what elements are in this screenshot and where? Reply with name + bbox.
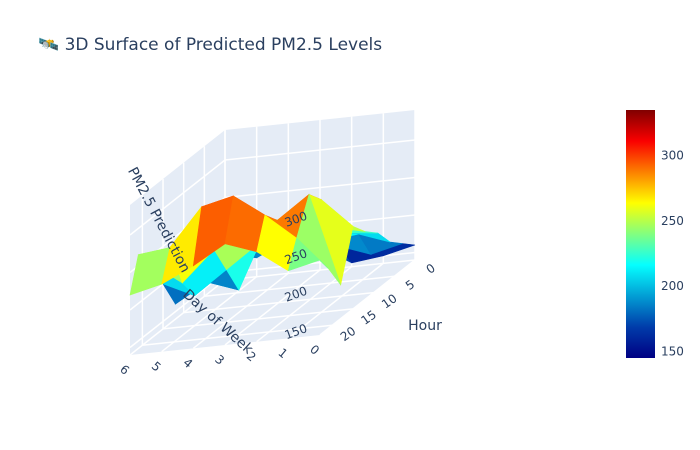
grid-day xyxy=(319,259,416,336)
grid-day xyxy=(161,276,258,353)
grid-day xyxy=(256,266,353,343)
hour-tick-label: 5 xyxy=(403,277,417,293)
grid-z-b xyxy=(129,271,226,349)
colorbar-gradient xyxy=(626,110,655,358)
day-tick-label: 4 xyxy=(180,355,195,371)
colorbar-tick-label: 300 xyxy=(661,149,684,163)
grid-day xyxy=(192,272,289,349)
grid-day xyxy=(224,269,321,346)
colorbar: 150 200 250 300 xyxy=(626,110,684,358)
grid-z-a xyxy=(224,176,416,199)
day-tick-label: 1 xyxy=(275,345,290,361)
grid-z-b xyxy=(129,159,226,236)
hour-axis-title: Hour xyxy=(408,318,442,334)
hour-tick-label: 0 xyxy=(424,261,438,277)
grid-z-a xyxy=(224,139,416,161)
day-tick-label: 5 xyxy=(149,359,164,375)
surface-patch xyxy=(287,237,329,272)
day-tick-label: 0 xyxy=(307,342,322,358)
surface xyxy=(129,193,416,305)
grid-day xyxy=(287,262,384,339)
hour-tick-label: 15 xyxy=(358,308,379,328)
colorbar-tick-label: 250 xyxy=(661,214,684,228)
hour-tick-label: 20 xyxy=(338,324,359,344)
day-tick-label: 3 xyxy=(212,352,227,368)
colorbar-tick-label: 200 xyxy=(661,279,684,293)
day-tick-label: 6 xyxy=(117,362,132,378)
grid-day xyxy=(129,279,226,356)
chart-title: 🛰️ 3D Surface of Predicted PM2.5 Levels xyxy=(38,35,382,55)
colorbar-tick-label: 150 xyxy=(661,344,684,358)
hour-tick-label: 10 xyxy=(379,291,400,311)
